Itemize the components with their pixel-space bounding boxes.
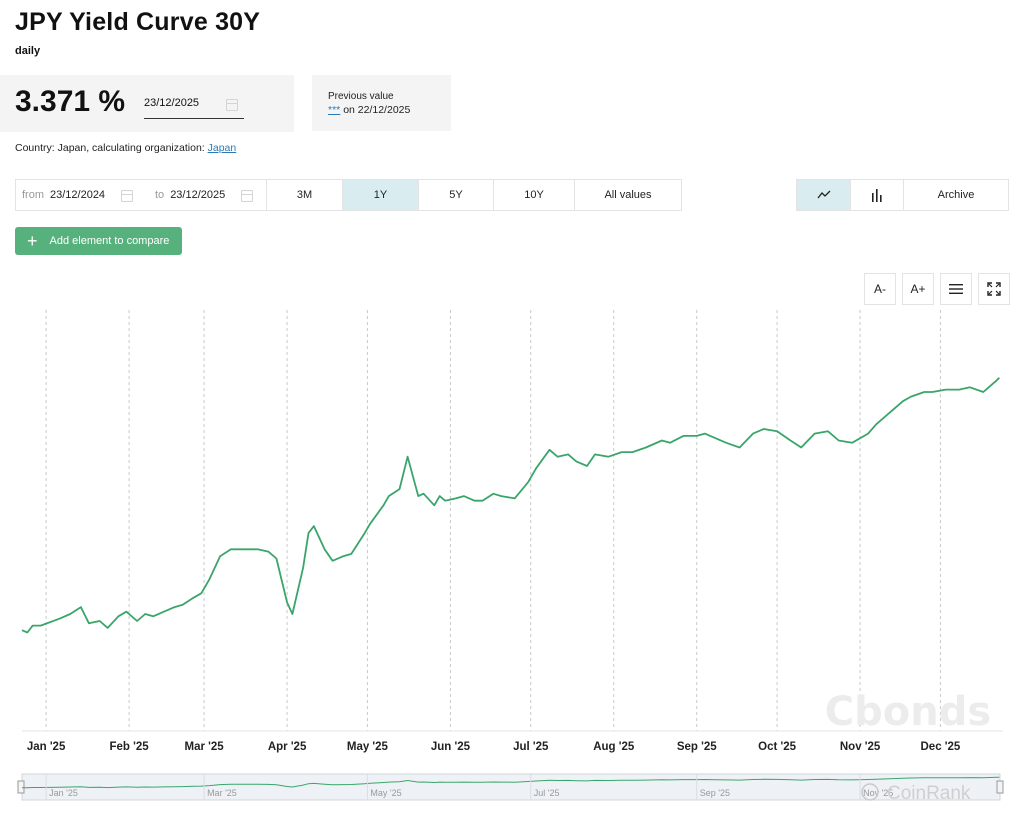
navigator-tick-label: Sep '25 xyxy=(700,788,730,798)
navigator-left-handle[interactable] xyxy=(17,780,25,794)
to-calendar-icon[interactable] xyxy=(241,190,253,202)
country-info: Country: Japan, calculating organization… xyxy=(15,142,236,154)
x-tick-label: Jan '25 xyxy=(27,741,66,753)
previous-value-date: on 22/12/2025 xyxy=(343,104,411,116)
x-axis-tick-labels: Jan '25 Feb '25 Mar '25 Apr '25 May '25 Jun '… xyxy=(27,741,961,753)
coinrank-watermark-text: CoinRank xyxy=(887,783,971,804)
period-all-button[interactable]: All values xyxy=(574,180,681,210)
chart-navigator[interactable]: Jan '25 Mar '25 May '25 Jul '25 Sep '25 Nov '… xyxy=(17,773,1004,801)
add-element-to-compare-button[interactable]: + Add element to compare xyxy=(15,227,182,255)
previous-value-stars[interactable]: *** xyxy=(328,104,341,116)
current-date-input[interactable]: 23/12/2025 xyxy=(144,95,244,119)
navigator-tick-label: Jan '25 xyxy=(49,788,78,798)
navigator-right-handle[interactable] xyxy=(996,780,1004,794)
previous-value-panel: Previous value *** on 22/12/2025 xyxy=(312,75,451,131)
chart-gridlines xyxy=(45,310,941,731)
to-date-value: 23/12/2025 xyxy=(170,189,226,201)
to-date-field[interactable]: to 23/12/2025 xyxy=(141,180,266,210)
navigator-tick-label: Mar '25 xyxy=(207,788,237,798)
from-date-field[interactable]: from 23/12/2024 xyxy=(16,180,141,210)
frequency-label: daily xyxy=(15,45,41,57)
x-tick-label: Nov '25 xyxy=(840,741,881,753)
page-title: JPY Yield Curve 30Y xyxy=(15,8,261,36)
period-3m-button[interactable]: 3M xyxy=(266,180,342,210)
from-date-value: 23/12/2024 xyxy=(50,189,106,201)
coinrank-logo-icon xyxy=(861,783,879,801)
navigator-tick-label: May '25 xyxy=(370,788,401,798)
period-1y-button[interactable]: 1Y xyxy=(342,180,418,210)
x-tick-label: May '25 xyxy=(347,741,389,753)
from-calendar-icon[interactable] xyxy=(121,190,133,202)
cbonds-watermark: Cbonds xyxy=(825,689,991,735)
period-5y-button[interactable]: 5Y xyxy=(418,180,493,210)
font-increase-button[interactable]: A+ xyxy=(902,273,934,305)
previous-value-line: *** on 22/12/2025 xyxy=(328,104,410,116)
chart-view-selector: Archive xyxy=(796,179,1009,211)
navigator-tick-label: Jul '25 xyxy=(534,788,560,798)
calendar-icon[interactable] xyxy=(226,99,238,111)
plus-icon: + xyxy=(27,231,38,251)
current-date-value: 23/12/2025 xyxy=(144,97,200,109)
yield-line-chart[interactable]: Cbonds Jan '25 Feb '25 Mar '25 Apr '25 May '… xyxy=(0,300,1030,818)
fullscreen-button[interactable] xyxy=(978,273,1010,305)
period-10y-button[interactable]: 10Y xyxy=(493,180,574,210)
x-tick-label: Jun '25 xyxy=(431,741,471,753)
country-link[interactable]: Japan xyxy=(207,142,237,154)
coinrank-watermark: CoinRank xyxy=(861,783,971,804)
x-tick-label: Dec '25 xyxy=(921,741,961,753)
bar-chart-button[interactable] xyxy=(850,180,903,210)
previous-value-label: Previous value xyxy=(328,91,394,102)
bar-chart-icon xyxy=(872,189,882,202)
hamburger-menu-icon xyxy=(949,284,963,294)
x-tick-label: Apr '25 xyxy=(268,741,307,753)
date-range-selector: from 23/12/2024 to 23/12/2025 3M 1Y 5Y 1… xyxy=(15,179,682,211)
from-label: from xyxy=(22,189,44,201)
fullscreen-icon xyxy=(987,282,1001,296)
country-text: Country: Japan, calculating organization… xyxy=(15,142,208,154)
x-tick-label: Feb '25 xyxy=(110,741,150,753)
x-tick-label: Sep '25 xyxy=(677,741,717,753)
line-chart-button[interactable] xyxy=(797,180,850,210)
archive-button[interactable]: Archive xyxy=(903,180,1008,210)
x-tick-label: Jul '25 xyxy=(513,741,549,753)
line-chart-icon xyxy=(816,190,830,199)
x-tick-label: Aug '25 xyxy=(593,741,635,753)
yield-series-line[interactable] xyxy=(21,377,1000,634)
x-tick-label: Mar '25 xyxy=(184,741,224,753)
navigator-series-line xyxy=(21,776,1000,789)
current-value: 3.371 % xyxy=(15,85,126,118)
font-decrease-button[interactable]: A- xyxy=(864,273,896,305)
to-label: to xyxy=(155,189,165,201)
chart-menu-button[interactable] xyxy=(940,273,972,305)
x-tick-label: Oct '25 xyxy=(758,741,796,753)
current-value-panel: 3.371 % 23/12/2025 xyxy=(0,75,294,132)
add-element-label: Add element to compare xyxy=(49,235,170,247)
